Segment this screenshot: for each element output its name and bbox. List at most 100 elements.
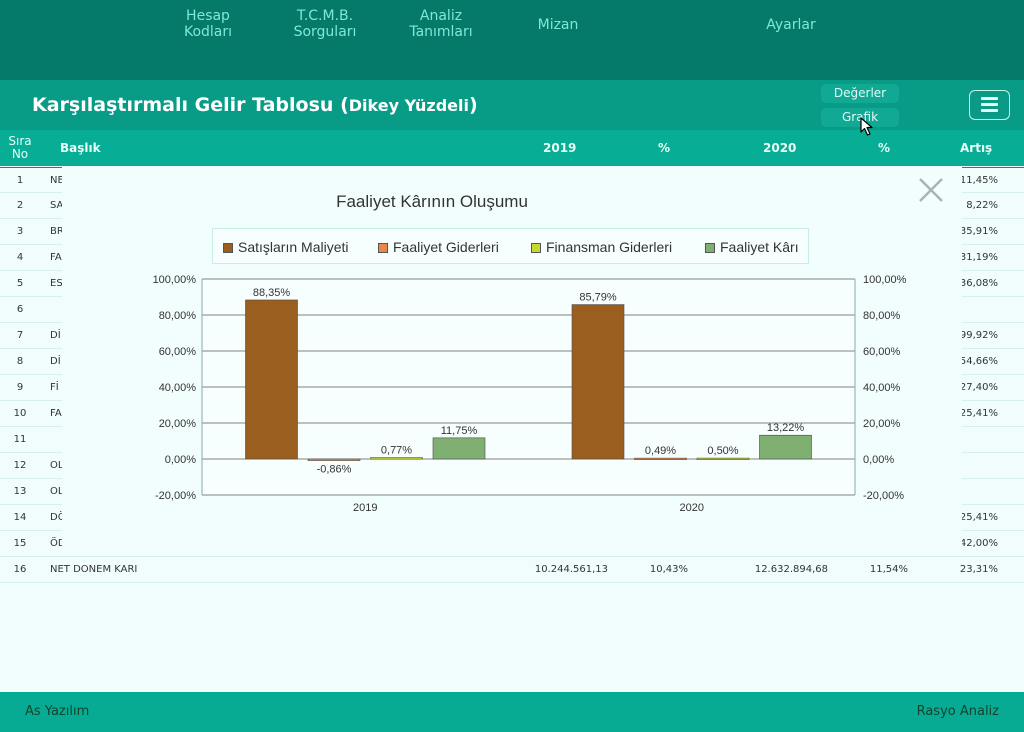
table-row[interactable]: 16 NET DONEM KARI 10.244.561,13 10,43% 1…: [0, 557, 1024, 583]
row-title: DÖ: [50, 512, 66, 523]
data-label: -0,86%: [317, 464, 352, 476]
values-button[interactable]: Değerler: [821, 84, 899, 103]
row-artis: 54,66%: [959, 356, 998, 367]
col-header-artis: Artış: [960, 141, 993, 155]
row-pct-2020: 11,54%: [869, 564, 908, 575]
row-no: 3: [16, 226, 24, 237]
top-navigation: Hesap Kodları T.C.M.B. Sorguları Analiz …: [0, 0, 1024, 80]
row-no: 14: [13, 512, 27, 523]
legend-item: Satışların Maliyeti: [223, 239, 348, 255]
title-bar: Karşılaştırmalı Gelir Tablosu (Dikey Yüz…: [0, 80, 1024, 130]
row-no: 1: [16, 175, 24, 186]
col-header-sira-no: Sıra No: [8, 134, 32, 161]
footer: As Yazılım Rasyo Analiz: [0, 692, 1024, 732]
row-pct-2019: 10,43%: [649, 564, 688, 575]
row-artis: 8,22%: [966, 200, 998, 211]
legend-label: Satışların Maliyeti: [238, 239, 349, 255]
hamburger-bar: [981, 109, 998, 112]
legend-label: Faaliyet Giderleri: [393, 239, 499, 255]
row-title: ÖD: [50, 538, 66, 549]
row-no: 15: [13, 538, 27, 549]
row-artis: 27,40%: [959, 382, 998, 393]
row-artis: 99,92%: [959, 330, 998, 341]
legend-swatch: [223, 243, 233, 253]
nav-analiz-tanimlari[interactable]: Analiz Tanımları: [409, 8, 473, 40]
page-title-sub: Dikey Yüzdeli: [348, 96, 469, 115]
y-tick-label-right: 100,00%: [863, 274, 907, 286]
nav-ayarlar[interactable]: Ayarlar: [766, 17, 816, 33]
close-icon[interactable]: [917, 176, 945, 204]
col-header-2019: 2019: [543, 141, 577, 155]
y-tick-label-left: 60,00%: [159, 346, 197, 358]
mouse-cursor-icon: [860, 117, 873, 136]
y-tick-label-right: 60,00%: [863, 346, 901, 358]
row-no: 7: [16, 330, 24, 341]
legend-item: Faaliyet Giderleri: [378, 239, 499, 255]
row-title: OL: [50, 460, 64, 471]
bar-chart: 100,00% 100,00% 80,00% 80,00% 60,00% 60,00% 40…: [153, 274, 907, 514]
row-artis: 31,19%: [959, 252, 998, 263]
row-artis: 11,45%: [959, 175, 998, 186]
legend-item: Faaliyet Kârı: [705, 239, 799, 255]
y-tick-label-left: 0,00%: [165, 454, 196, 466]
row-title: SA: [50, 200, 64, 211]
col-header-2020: 2020: [763, 141, 797, 155]
page-title-paren-close: ): [468, 94, 478, 116]
bar: [432, 437, 486, 460]
hamburger-bar: [981, 103, 998, 106]
data-label: 85,79%: [579, 292, 617, 304]
data-label: 11,75%: [441, 425, 478, 437]
row-title: Dİ: [50, 356, 61, 367]
col-header-pct-2019: %: [658, 141, 671, 155]
row-title: NE: [50, 175, 64, 186]
col-header-baslik: Başlık: [60, 141, 101, 155]
row-title: BR: [50, 226, 64, 237]
legend-swatch: [378, 243, 388, 253]
legend-swatch: [705, 243, 715, 253]
hamburger-menu-button[interactable]: [969, 90, 1010, 120]
row-title: Dİ: [50, 330, 61, 341]
y-tick-label-right: 20,00%: [863, 418, 901, 430]
legend-label: Finansman Giderleri: [546, 239, 673, 255]
row-no: 2: [16, 200, 24, 211]
data-label: 0,50%: [707, 445, 738, 457]
row-no: 12: [13, 460, 27, 471]
row-artis: 42,00%: [959, 538, 998, 549]
bar: [634, 457, 687, 460]
bar: [307, 458, 361, 461]
row-no: 16: [13, 564, 27, 575]
legend-label: Faaliyet Kârı: [720, 239, 799, 255]
bar: [696, 457, 750, 460]
row-title: FA: [50, 252, 62, 263]
row-no: 11: [13, 434, 27, 445]
bar: [759, 434, 812, 460]
table-row[interactable]: 15 ÖD 42,00%: [0, 531, 1024, 557]
row-no: 5: [16, 278, 24, 289]
row-no: 8: [16, 356, 24, 367]
nav-hesap-kodlari[interactable]: Hesap Kodları: [183, 8, 233, 40]
row-no: 6: [16, 304, 24, 315]
chart-title: Faaliyet Kârının Oluşumu: [336, 192, 528, 211]
y-tick-label-left: 100,00%: [153, 274, 197, 286]
bar: [370, 457, 423, 460]
y-tick-label-right: 0,00%: [863, 454, 894, 466]
row-title: NET DONEM KARI: [50, 564, 138, 575]
data-label: 0,49%: [645, 445, 676, 457]
nav-tcmb-sorgulari[interactable]: T.C.M.B. Sorguları: [293, 8, 357, 40]
row-title: ES: [50, 278, 63, 289]
data-label: 13,22%: [767, 422, 805, 434]
row-value-2019: 10.244.561,13: [534, 564, 608, 575]
footer-app-name: Rasyo Analiz: [916, 704, 999, 719]
col-header-pct-2020: %: [878, 141, 891, 155]
nav-mizan[interactable]: Mizan: [537, 17, 579, 33]
y-tick-label-left: -20,00%: [155, 490, 196, 502]
y-tick-label-left: 20,00%: [159, 418, 197, 430]
hamburger-bar: [981, 97, 998, 100]
row-no: 9: [16, 382, 24, 393]
row-artis: 35,91%: [959, 226, 998, 237]
table-header: Sıra No Başlık 2019 % 2020 % Artış: [0, 130, 1024, 166]
row-title: Fİ: [50, 382, 59, 393]
chart-modal: Faaliyet Kârının Oluşumu Satışların Mali…: [62, 166, 962, 552]
chart-button[interactable]: Grafik: [821, 108, 899, 127]
page-title: Karşılaştırmalı Gelir Tablosu (Dikey Yüz…: [32, 94, 478, 116]
